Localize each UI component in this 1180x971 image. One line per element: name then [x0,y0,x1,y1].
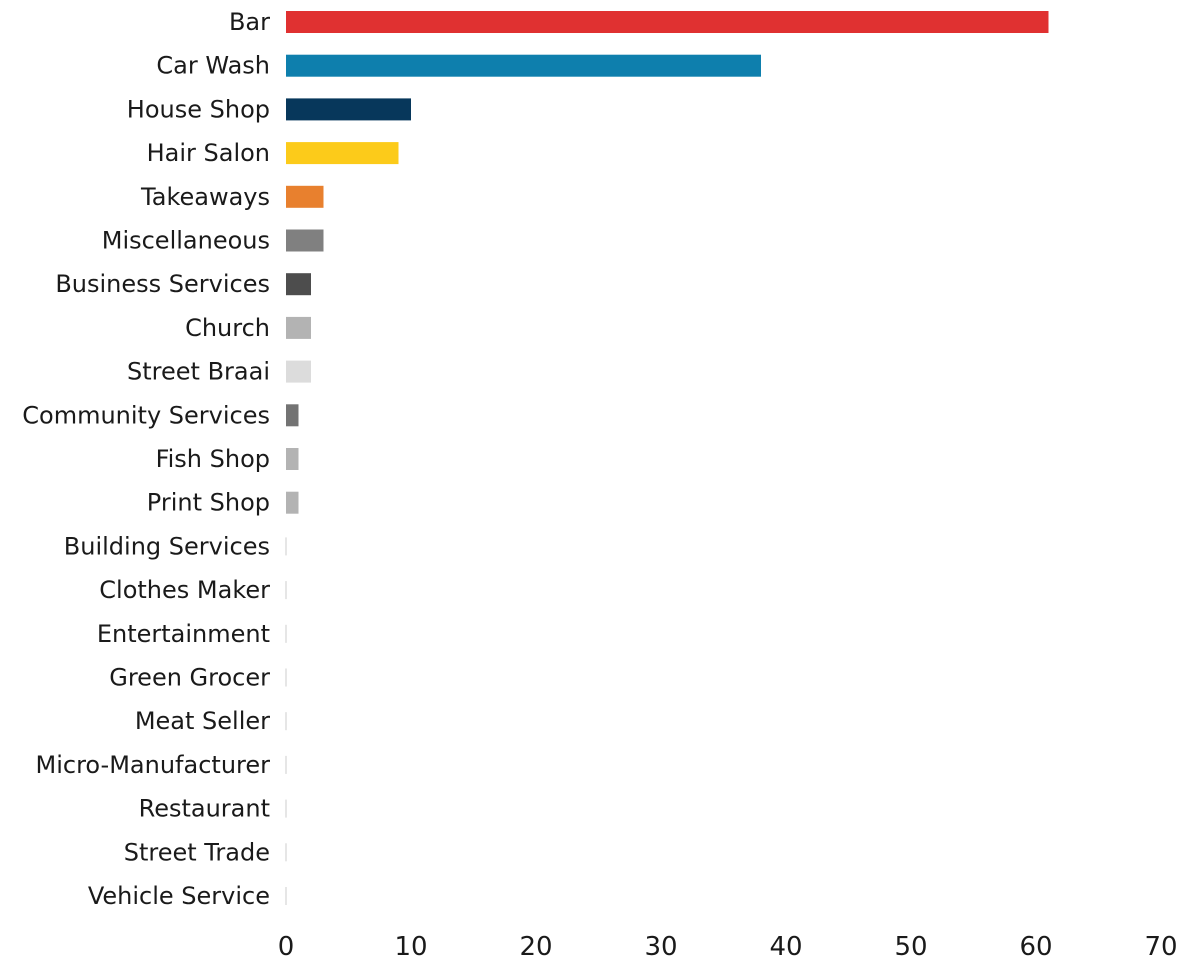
bar-church [286,316,311,339]
category-label-green-grocer: Green Grocer [109,664,270,692]
category-label-car-wash: Car Wash [156,52,270,80]
category-label-street-braai: Street Braai [127,358,270,386]
bar-restaurant [285,799,287,818]
bar-bar [286,11,1049,33]
bar-entertainment [285,624,287,643]
bar-print-shop [286,491,299,514]
x-tick-label-60: 60 [1019,932,1052,962]
category-label-meat-seller: Meat Seller [135,707,270,735]
bar-green-grocer [285,668,287,687]
category-label-house-shop: House Shop [127,95,270,123]
bar-vehicle-service [285,887,287,905]
bars [285,11,1049,905]
category-label-street-trade: Street Trade [124,838,270,866]
bar-street-braai [286,360,311,383]
category-label-restaurant: Restaurant [139,795,270,823]
category-label-fish-shop: Fish Shop [156,445,270,473]
x-tick-label-40: 40 [769,932,802,962]
category-label-vehicle-service: Vehicle Service [88,882,270,910]
bar-business-services [286,273,311,296]
bar-takeaways [286,185,324,208]
bar-community-services [286,404,299,427]
category-label-clothes-maker: Clothes Maker [99,576,270,604]
x-tick-label-0: 0 [278,932,295,962]
bar-hair-salon [286,142,399,165]
bar-miscellaneous [286,229,324,252]
category-label-miscellaneous: Miscellaneous [102,227,270,255]
x-tick-label-30: 30 [644,932,677,962]
x-tick-label-20: 20 [519,932,552,962]
category-label-business-services: Business Services [55,270,270,298]
x-tick-label-70: 70 [1144,932,1177,962]
category-label-church: Church [185,314,270,342]
bar-house-shop [286,98,411,121]
bar-car-wash [286,54,761,77]
category-label-micro-manufacturer: Micro-Manufacturer [36,751,271,779]
bar-meat-seller [285,712,287,731]
category-label-building-services: Building Services [64,532,270,560]
bar-micro-manufacturer [285,755,287,774]
category-label-bar: Bar [229,8,270,36]
category-labels: Bar Car Wash House Shop Hair Salon Takeaways… [22,8,270,910]
category-label-entertainment: Entertainment [97,620,270,648]
category-label-community-services: Community Services [22,401,270,429]
bar-building-services [285,537,287,556]
category-label-print-shop: Print Shop [147,489,270,517]
x-axis-ticks: 0 10 20 30 40 50 60 70 [278,932,1178,962]
bar-clothes-maker [285,581,287,600]
bar-fish-shop [286,448,299,470]
category-label-takeaways: Takeaways [140,183,270,211]
x-tick-label-10: 10 [394,932,427,962]
bar-street-trade [285,843,287,862]
x-tick-label-50: 50 [894,932,927,962]
category-label-hair-salon: Hair Salon [147,139,270,167]
